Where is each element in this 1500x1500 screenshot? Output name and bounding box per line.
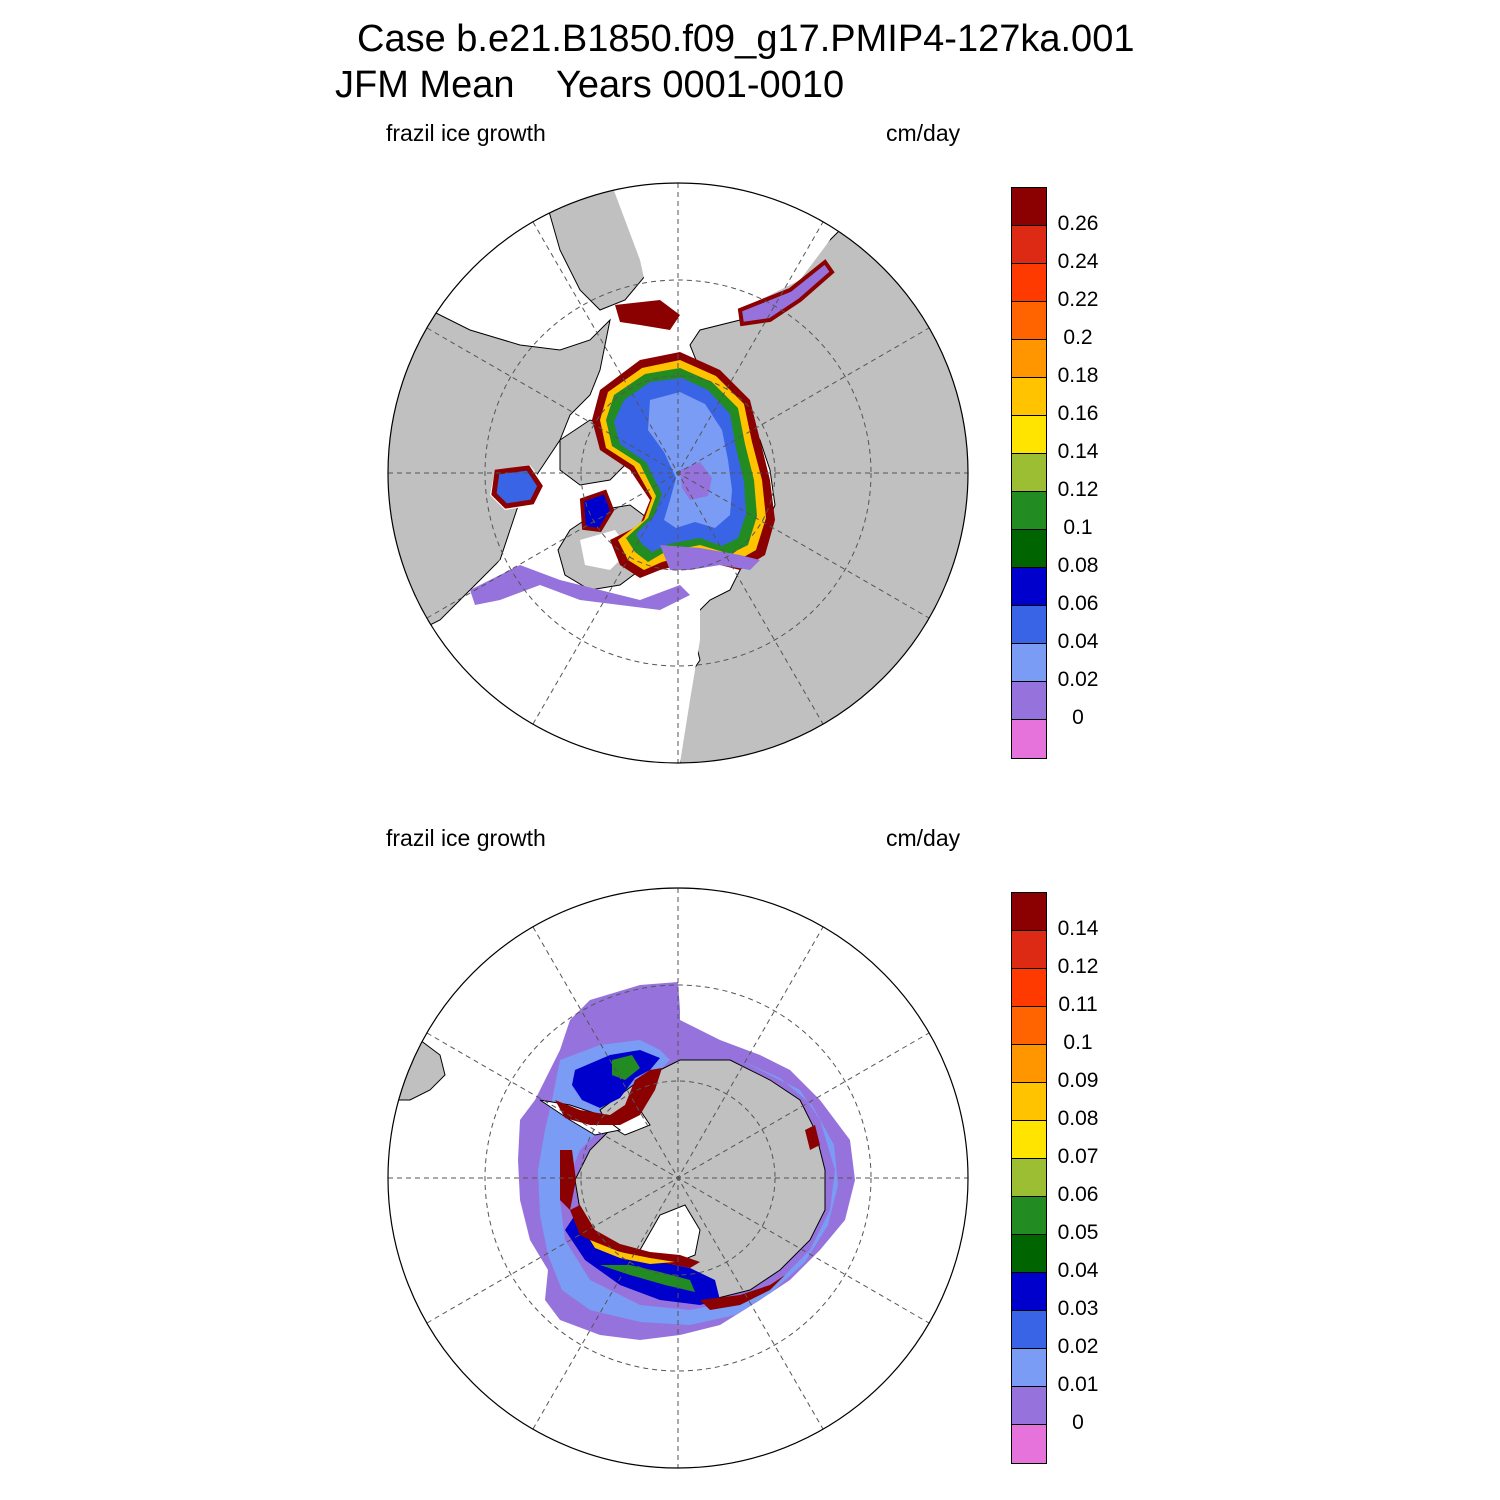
colorbar-swatch [1012, 1007, 1046, 1045]
north-okhotsk-ice [615, 300, 680, 330]
colorbar-tick-label: 0.06 [1057, 1183, 1099, 1206]
colorbar-swatch [1012, 1349, 1046, 1387]
north-ice-lightblue-core [648, 392, 732, 528]
colorbar-tick-label: 0.14 [1057, 917, 1099, 940]
colorbar-tick-label: 0.02 [1057, 1335, 1099, 1358]
south-map-border [387, 887, 969, 1469]
main-title-line2: JFM Mean Years 0001-0010 [335, 64, 845, 106]
colorbar-swatch [1012, 302, 1046, 340]
colorbar-tick-label: 0.01 [1057, 1373, 1099, 1396]
colorbar-tick-label: 0.26 [1057, 212, 1099, 235]
north-hudson-ice [491, 465, 543, 509]
colorbar-swatch [1012, 530, 1046, 568]
colorbar-tick-label: 0.08 [1057, 1107, 1099, 1130]
colorbar-swatch [1012, 969, 1046, 1007]
colorbar-tick-label: 0.16 [1057, 402, 1099, 425]
colorbar-swatch [1012, 606, 1046, 644]
colorbar-tick-label: 0.03 [1057, 1297, 1099, 1320]
colorbar-tick-label: 0.14 [1057, 440, 1099, 463]
colorbar-swatch [1012, 1235, 1046, 1273]
colorbar-swatch [1012, 340, 1046, 378]
colorbar-south [1011, 892, 1047, 1464]
colorbar-swatch [1012, 1083, 1046, 1121]
colorbar-swatch [1012, 264, 1046, 302]
north-map-border [387, 182, 969, 764]
colorbar-swatch [1012, 416, 1046, 454]
north-graticule [388, 183, 968, 763]
colorbar-swatch [1012, 720, 1046, 758]
north-labrador-ice [470, 565, 690, 610]
colorbar-swatch [1012, 644, 1046, 682]
colorbar-tick-label: 0.08 [1057, 554, 1099, 577]
panel-south-right-label: cm/day [886, 825, 961, 851]
panel-south-left-label: frazil ice growth [386, 825, 546, 851]
colorbar-tick-label: 0.18 [1057, 364, 1099, 387]
colorbar-tick-label: 0.12 [1057, 478, 1099, 501]
colorbar-swatch [1012, 931, 1046, 969]
colorbar-swatch [1012, 1273, 1046, 1311]
south-east-coast-red [700, 1275, 785, 1310]
colorbar-swatch [1012, 1387, 1046, 1425]
north-greenland-sea-ice [660, 545, 760, 570]
colorbar-swatch [1012, 226, 1046, 264]
colorbar-tick-label: 0.22 [1057, 288, 1099, 311]
north-bering-water [700, 183, 830, 310]
south-weddell-ice-green [612, 1055, 640, 1080]
colorbar-tick-label: 0.11 [1058, 993, 1098, 1016]
panel-north-left-label: frazil ice growth [386, 120, 546, 146]
colorbar-tick-label: 0 [1072, 706, 1084, 729]
south-graticule [388, 888, 968, 1468]
colorbar-tick-label: 0.09 [1057, 1069, 1099, 1092]
colorbar-swatch [1012, 378, 1046, 416]
south-west-coast-red [560, 1150, 576, 1210]
colorbar-tick-label: 0.12 [1057, 955, 1099, 978]
colorbar-swatch [1012, 1121, 1046, 1159]
south-weddell-ice-blue [572, 1050, 660, 1108]
colorbar-swatch [1012, 682, 1046, 720]
colorbar-swatch [1012, 1159, 1046, 1197]
north-europe-water [620, 580, 700, 763]
south-ross-ice-yellow [590, 1240, 675, 1264]
colorbar-swatch [1012, 1197, 1046, 1235]
colorbar-north [1011, 187, 1047, 759]
colorbar-tick-label: 0 [1072, 1411, 1084, 1434]
colorbar-tick-label: 0.07 [1057, 1145, 1099, 1168]
colorbar-tick-label: 0.05 [1057, 1221, 1099, 1244]
colorbar-swatch [1012, 893, 1046, 931]
colorbar-swatch [1012, 188, 1046, 226]
north-baffin-ice [579, 489, 615, 533]
colorbar-tick-label: 0.1 [1063, 516, 1093, 539]
colorbar-swatch [1012, 1045, 1046, 1083]
colorbar-tick-label: 0.2 [1063, 326, 1093, 349]
colorbar-tick-label: 0.02 [1057, 668, 1099, 691]
colorbar-swatch [1012, 1311, 1046, 1349]
colorbar-swatch [1012, 454, 1046, 492]
colorbar-tick-label: 0.04 [1057, 630, 1099, 653]
colorbar-tick-label: 0.24 [1057, 250, 1099, 273]
south-weddell-ice-red [555, 1068, 662, 1125]
colorbar-tick-label: 0.04 [1057, 1259, 1099, 1282]
colorbar-tick-label: 0.1 [1063, 1031, 1093, 1054]
colorbar-swatch [1012, 568, 1046, 606]
main-title-line1: Case b.e21.B1850.f09_g17.PMIP4-127ka.001 [357, 18, 1135, 60]
south-east-coast-red-2 [805, 1125, 820, 1150]
north-bering-ice [737, 259, 835, 327]
colorbar-swatch [1012, 1425, 1046, 1463]
colorbar-tick-label: 0.06 [1057, 592, 1099, 615]
panel-north-right-label: cm/day [886, 120, 961, 146]
colorbar-swatch [1012, 492, 1046, 530]
